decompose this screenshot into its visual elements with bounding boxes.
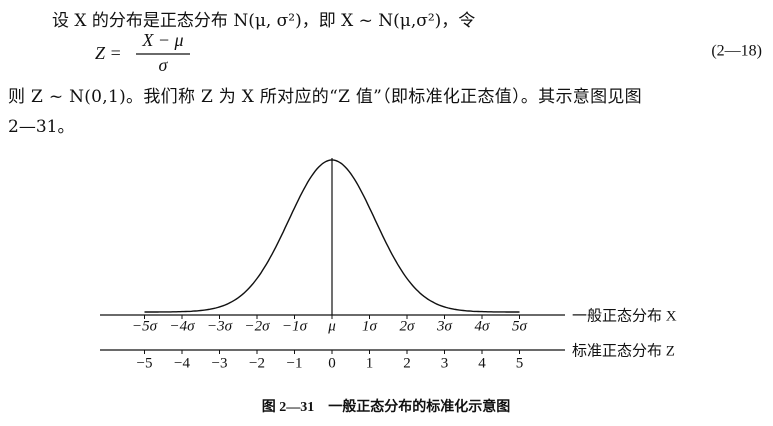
equation-number: (2—18): [711, 43, 762, 60]
upper-tick-label: 1σ: [362, 318, 378, 334]
upper-tick-label: −4σ: [169, 318, 195, 334]
upper-tick-label: −3σ: [207, 318, 233, 334]
equation-numerator: X − μ: [141, 30, 183, 50]
lower-tick-label: 3: [441, 355, 449, 371]
upper-tick-label: 4σ: [475, 318, 491, 334]
upper-tick-label: −5σ: [132, 318, 158, 334]
lower-tick-label: −5: [137, 355, 153, 371]
upper-tick-label: 3σ: [436, 318, 453, 334]
lower-tick-label: 2: [403, 355, 411, 371]
upper-tick-label: −2σ: [244, 318, 270, 334]
axis-name: 一般正态分布 X: [572, 307, 677, 324]
lower-tick-label: −1: [287, 355, 303, 371]
equation-denominator: σ: [159, 55, 169, 75]
text-line: 2—31。: [8, 117, 75, 137]
upper-tick-label: μ: [327, 318, 336, 334]
lower-tick-label: −2: [249, 355, 265, 371]
upper-tick-label: 5σ: [512, 318, 528, 334]
caption: 图 2—31 一般正态分布的标准化示意图: [262, 398, 511, 415]
lower-tick-label: 0: [328, 355, 336, 371]
text-line: 设 X 的分布是正态分布 N(μ, σ²)，即 X ~ N(μ,σ²)，令: [52, 11, 476, 31]
upper-tick-label: −1σ: [282, 318, 308, 334]
lower-tick-label: −4: [174, 355, 190, 371]
upper-tick-label: 2σ: [400, 318, 416, 334]
axis-name: 标准正态分布 Z: [572, 342, 675, 359]
lower-tick-label: 5: [516, 355, 524, 371]
lower-tick-label: −3: [212, 355, 228, 371]
lower-tick-label: 1: [366, 355, 374, 371]
equation-lhs: Z =: [95, 43, 122, 63]
lower-tick-label: 4: [478, 355, 486, 371]
text-line: 则 Z ~ N(0,1)。我们称 Z 为 X 所对应的“Z 值”（即标准化正态值…: [8, 87, 642, 107]
